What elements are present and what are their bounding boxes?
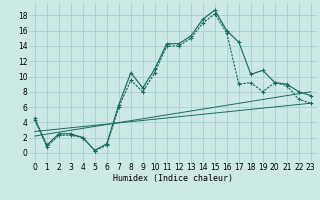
- X-axis label: Humidex (Indice chaleur): Humidex (Indice chaleur): [113, 174, 233, 183]
